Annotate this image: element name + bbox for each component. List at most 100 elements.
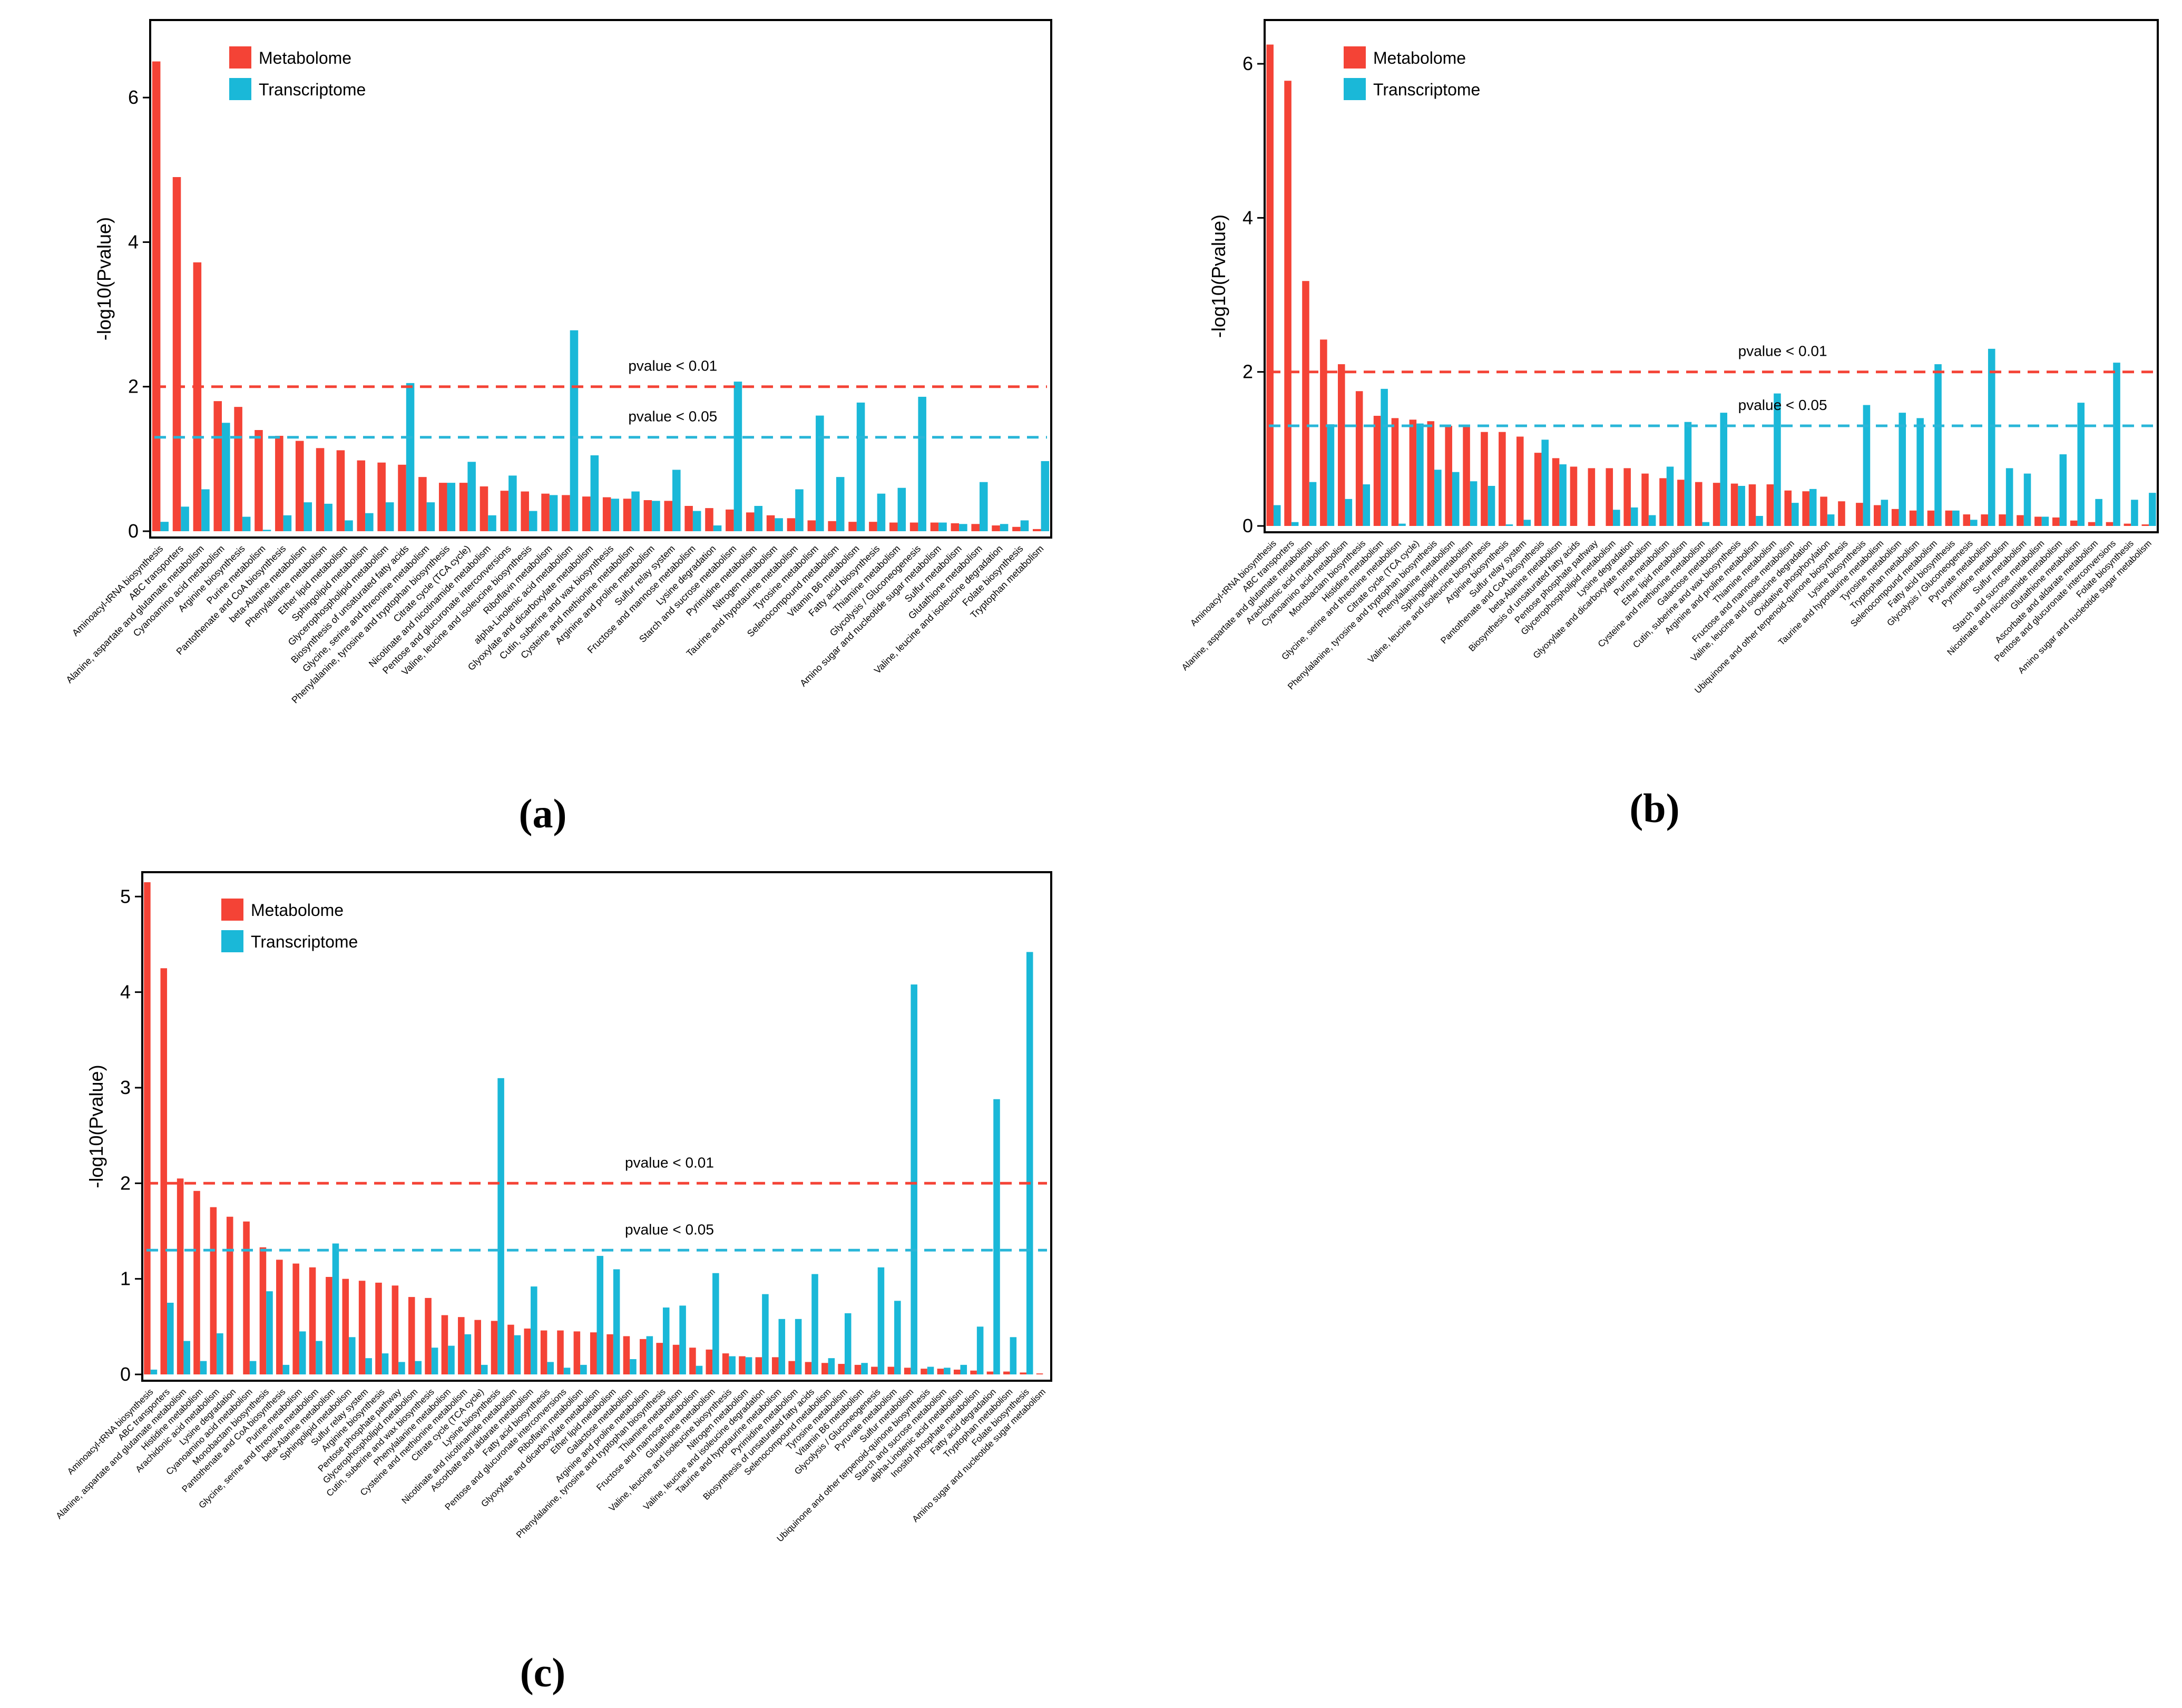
legend-label: Transcriptome — [1373, 80, 1480, 99]
plot-frame — [149, 19, 1052, 539]
panel-label: (a) — [519, 790, 567, 836]
bar-metabolome — [623, 1336, 630, 1374]
bar-metabolome — [226, 1216, 233, 1374]
bar-transcriptome — [712, 1273, 719, 1374]
bar-metabolome — [1499, 432, 1506, 526]
legend-label: Transcriptome — [259, 80, 366, 99]
bar-metabolome — [1337, 364, 1345, 526]
bar-metabolome — [524, 1328, 531, 1374]
bar-transcriptome — [1010, 1337, 1017, 1374]
legend-label: Metabolome — [259, 48, 351, 67]
legend-label: Metabolome — [251, 901, 344, 920]
bar-metabolome — [726, 509, 734, 531]
bar-transcriptome — [415, 1361, 422, 1374]
bar-transcriptome — [150, 1369, 158, 1374]
bar-transcriptome — [918, 396, 926, 531]
bar-metabolome — [930, 522, 939, 531]
bar-transcriptome — [1666, 466, 1674, 526]
bar-metabolome — [358, 1281, 366, 1374]
bar-transcriptome — [679, 1305, 686, 1374]
bar-transcriptome — [1523, 520, 1531, 526]
bar-transcriptome — [1000, 524, 1009, 531]
threshold-label: pvalue < 0.01 — [1738, 343, 1827, 359]
bar-metabolome — [755, 1357, 762, 1374]
bar-transcriptome — [662, 1307, 670, 1374]
y-tick-label: 6 — [128, 86, 139, 108]
bar-metabolome — [458, 1317, 465, 1374]
bar-transcriptome — [2131, 500, 2138, 526]
plot-frame — [141, 871, 1052, 1382]
bar-transcriptome — [1756, 516, 1763, 526]
bar-transcriptome — [1827, 514, 1835, 526]
bar-metabolome — [1534, 453, 1542, 526]
panel-label: (c) — [520, 1650, 566, 1695]
y-tick-label: 0 — [128, 520, 139, 542]
bar-transcriptome — [754, 506, 763, 531]
bar-transcriptome — [2113, 363, 2120, 526]
bar-transcriptome — [398, 1362, 405, 1374]
bar-metabolome — [193, 1190, 200, 1374]
bar-metabolome — [1730, 483, 1738, 526]
bar-metabolome — [243, 1221, 250, 1374]
bar-transcriptome — [1398, 523, 1406, 526]
bar-metabolome — [706, 1349, 713, 1374]
bar-transcriptome — [299, 1331, 306, 1374]
bar-transcriptome — [2077, 403, 2085, 526]
bar-metabolome — [459, 483, 468, 531]
bar-transcriptome — [944, 1368, 951, 1374]
bar-transcriptome — [960, 1364, 967, 1374]
bar-metabolome — [1963, 514, 1971, 526]
bar-metabolome — [1036, 1373, 1043, 1374]
bar-transcriptome — [316, 1341, 322, 1374]
bar-transcriptome — [488, 515, 496, 531]
bar-metabolome — [418, 477, 427, 531]
bar-transcriptome — [167, 1302, 174, 1374]
bar-metabolome — [1284, 81, 1291, 526]
bar-metabolome — [921, 1369, 927, 1374]
bar-transcriptome — [1899, 413, 1906, 526]
bar-transcriptome — [282, 1364, 290, 1374]
bar-metabolome — [541, 493, 550, 531]
bar-transcriptome — [672, 470, 681, 531]
bar-metabolome — [705, 508, 713, 531]
bar-transcriptome — [200, 1361, 207, 1374]
bar-metabolome — [1641, 473, 1649, 526]
bar-metabolome — [2088, 522, 2096, 526]
bar-transcriptome — [365, 513, 374, 531]
legend-swatch — [1344, 46, 1366, 69]
bar-metabolome — [213, 401, 222, 531]
bar-metabolome — [689, 1348, 696, 1374]
bar-metabolome — [1033, 529, 1041, 531]
bar-transcriptome — [406, 383, 415, 531]
bar-metabolome — [275, 435, 283, 531]
bar-transcriptome — [1774, 393, 1781, 526]
threshold-label: pvalue < 0.01 — [625, 1154, 714, 1170]
bar-transcriptome — [570, 330, 579, 531]
bar-transcriptome — [877, 493, 886, 531]
bar-metabolome — [1713, 483, 1720, 526]
bar-transcriptome — [1792, 503, 1799, 526]
bar-transcriptome — [266, 1291, 273, 1374]
y-axis-label: -log10(Pvalue) — [85, 1065, 107, 1188]
bar-transcriptome — [549, 495, 558, 531]
bar-transcriptome — [1381, 388, 1388, 526]
bar-metabolome — [336, 450, 345, 531]
bar-metabolome — [152, 61, 161, 532]
bar-transcriptome — [713, 525, 722, 531]
y-tick-label: 0 — [120, 1363, 131, 1385]
bar-metabolome — [1570, 466, 1578, 526]
bar-metabolome — [953, 1369, 961, 1374]
bar-transcriptome — [897, 487, 906, 531]
bar-metabolome — [746, 512, 755, 531]
bar-transcriptome — [1934, 364, 1942, 526]
bar-transcriptome — [1881, 500, 1889, 526]
y-tick-label: 3 — [120, 1077, 131, 1098]
bar-transcriptome — [1684, 422, 1692, 526]
legend-label: Transcriptome — [251, 932, 358, 951]
bar-metabolome — [1695, 482, 1702, 526]
bar-transcriptome — [733, 382, 742, 531]
y-tick-label: 1 — [120, 1268, 131, 1290]
bar-transcriptome — [283, 515, 292, 531]
y-tick-label: 4 — [120, 981, 131, 1003]
